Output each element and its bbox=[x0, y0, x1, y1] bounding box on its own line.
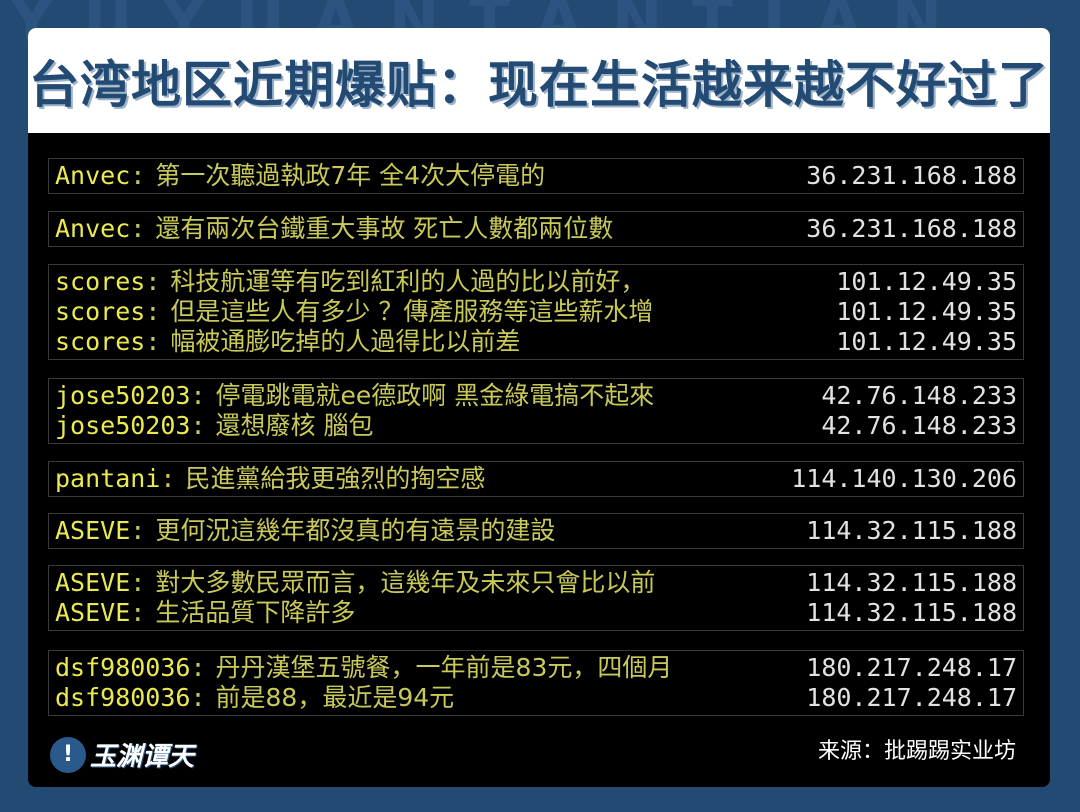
comment-message: 對大多數民眾而言，這幾年及未來只會比以前 bbox=[155, 568, 656, 597]
comment-ip: 42.76.148.233 bbox=[821, 411, 1017, 440]
comment-block: ASEVE: 對大多數民眾而言，這幾年及未來只會比以前 114.32.115.188… bbox=[48, 565, 1024, 631]
title-bar: 台湾地区近期爆贴：现在生活越来越不好过了 bbox=[28, 28, 1050, 133]
comment-row: dsf980036: 丹丹漢堡五號餐，一年前是83元，四個月 180.217.248… bbox=[49, 653, 1023, 683]
comment-colon: : bbox=[190, 683, 206, 712]
comment-ip: 36.231.168.188 bbox=[806, 214, 1017, 243]
comment-message: 科技航運等有吃到紅利的人過的比以前好， bbox=[170, 267, 646, 296]
comment-block: pantani: 民進黨給我更強烈的掏空感 114.140.130.206 bbox=[48, 461, 1024, 497]
comment-message: 更何況這幾年都沒真的有遠景的建設 bbox=[155, 516, 556, 545]
comment-username: dsf980036 bbox=[55, 653, 191, 682]
comment-row: jose50203: 停電跳電就ee德政啊 黑金綠電搞不起來 42.76.148.2… bbox=[49, 381, 1023, 411]
comment-message: 幅被通膨吃掉的人過得比以前差 bbox=[170, 327, 521, 356]
comment-username: scores bbox=[55, 327, 146, 356]
comment-colon: : bbox=[145, 327, 161, 356]
comment-ip: 101.12.49.35 bbox=[836, 297, 1017, 326]
comment-username: Anvec bbox=[55, 161, 131, 190]
page-title: 台湾地区近期爆贴：现在生活越来越不好过了 bbox=[29, 55, 1049, 114]
comment-ip: 101.12.49.35 bbox=[836, 267, 1017, 296]
comment-ip: 36.231.168.188 bbox=[806, 161, 1017, 190]
comment-message: 丹丹漢堡五號餐，一年前是83元，四個月 bbox=[215, 653, 673, 682]
comment-message: 第一次聽過執政7年 全4次大停電的 bbox=[155, 161, 546, 190]
comment-ip: 42.76.148.233 bbox=[821, 381, 1017, 410]
comment-username: scores bbox=[55, 297, 146, 326]
comment-row: scores: 但是這些人有多少 ？傳產服務等這些薪水增 101.12.49.35 bbox=[49, 297, 1023, 327]
comment-username: ASEVE bbox=[55, 598, 131, 627]
comment-block: ASEVE: 更何況這幾年都沒真的有遠景的建設 114.32.115.188 bbox=[48, 513, 1024, 549]
comment-row: jose50203: 還想廢核 腦包 42.76.148.233 bbox=[49, 411, 1023, 441]
comment-colon: : bbox=[130, 568, 146, 597]
comment-row: scores: 科技航運等有吃到紅利的人過的比以前好， 101.12.49.35 bbox=[49, 267, 1023, 297]
comment-username: pantani bbox=[55, 464, 161, 493]
comment-row: dsf980036: 前是88，最近是94元 180.217.248.17 bbox=[49, 683, 1023, 713]
comment-username: ASEVE bbox=[55, 516, 131, 545]
comment-block: scores: 科技航運等有吃到紅利的人過的比以前好， 101.12.49.35 sc… bbox=[48, 264, 1024, 360]
comment-colon: : bbox=[130, 516, 146, 545]
comment-block: Anvec: 第一次聽過執政7年 全4次大停電的 36.231.168.188 bbox=[48, 158, 1024, 194]
comment-username: dsf980036 bbox=[55, 683, 191, 712]
comment-colon: : bbox=[160, 464, 176, 493]
comment-row: scores: 幅被通膨吃掉的人過得比以前差 101.12.49.35 bbox=[49, 327, 1023, 357]
comment-ip: 101.12.49.35 bbox=[836, 327, 1017, 356]
comment-message: 還想廢核 腦包 bbox=[215, 411, 374, 440]
comment-ip: 180.217.248.17 bbox=[806, 683, 1017, 712]
comment-message: 停電跳電就ee德政啊 黑金綠電搞不起來 bbox=[215, 381, 655, 410]
comment-colon: : bbox=[190, 411, 206, 440]
comment-row: ASEVE: 對大多數民眾而言，這幾年及未來只會比以前 114.32.115.188 bbox=[49, 568, 1023, 598]
comment-block: jose50203: 停電跳電就ee德政啊 黑金綠電搞不起來 42.76.148.2… bbox=[48, 378, 1024, 444]
comment-ip: 114.140.130.206 bbox=[791, 464, 1017, 493]
comment-ip: 114.32.115.188 bbox=[806, 568, 1017, 597]
comment-colon: : bbox=[130, 161, 146, 190]
source-label: 来源：批踢踢实业坊 bbox=[817, 739, 1016, 764]
comment-block: Anvec: 還有兩次台鐵重大事故 死亡人數都兩位數 36.231.168.188 bbox=[48, 211, 1024, 247]
comment-message: 還有兩次台鐵重大事故 死亡人數都兩位數 bbox=[155, 214, 614, 243]
comment-block: dsf980036: 丹丹漢堡五號餐，一年前是83元，四個月 180.217.248… bbox=[48, 650, 1024, 716]
comment-ip: 114.32.115.188 bbox=[806, 598, 1017, 627]
comment-username: jose50203 bbox=[55, 411, 191, 440]
comment-message: 生活品質下降許多 bbox=[155, 598, 356, 627]
comment-ip: 114.32.115.188 bbox=[806, 516, 1017, 545]
comment-row: Anvec: 第一次聽過執政7年 全4次大停電的 36.231.168.188 bbox=[49, 161, 1023, 191]
logo-text: 玉渊谭天 bbox=[90, 742, 195, 772]
comment-colon: : bbox=[190, 381, 206, 410]
comment-row: ASEVE: 生活品質下降許多 114.32.115.188 bbox=[49, 598, 1023, 628]
comment-colon: : bbox=[130, 214, 146, 243]
comment-message: 前是88，最近是94元 bbox=[215, 683, 455, 712]
logo-icon: ! bbox=[50, 736, 86, 773]
comment-message: 但是這些人有多少 ？傳產服務等這些薪水增 bbox=[170, 297, 654, 326]
comment-row: ASEVE: 更何況這幾年都沒真的有遠景的建設 114.32.115.188 bbox=[49, 516, 1023, 546]
comment-username: scores bbox=[55, 267, 146, 296]
content-panel: 台湾地区近期爆贴：现在生活越来越不好过了 Anvec: 第一次聽過執政7年 全4次… bbox=[28, 28, 1050, 787]
logo: ! 玉渊谭天 bbox=[50, 736, 194, 773]
comment-colon: : bbox=[130, 598, 146, 627]
comment-colon: : bbox=[190, 653, 206, 682]
comment-ip: 180.217.248.17 bbox=[806, 653, 1017, 682]
comment-row: Anvec: 還有兩次台鐵重大事故 死亡人數都兩位數 36.231.168.188 bbox=[49, 214, 1023, 244]
comment-colon: : bbox=[145, 297, 161, 326]
comment-username: Anvec bbox=[55, 214, 131, 243]
comment-colon: : bbox=[145, 267, 161, 296]
comment-message: 民進黨給我更強烈的掏空感 bbox=[185, 464, 486, 493]
comment-username: ASEVE bbox=[55, 568, 131, 597]
comment-username: jose50203 bbox=[55, 381, 191, 410]
comment-row: pantani: 民進黨給我更強烈的掏空感 114.140.130.206 bbox=[49, 464, 1023, 494]
